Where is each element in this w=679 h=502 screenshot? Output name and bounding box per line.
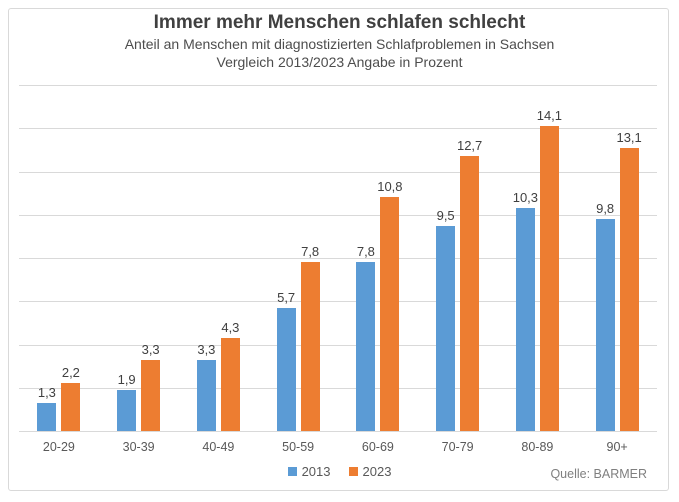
bar-2013-80-89: 10,3 — [513, 190, 538, 431]
x-axis-labels: 20-29 30-39 40-49 50-59 60-69 70-79 80-89 90+ — [19, 440, 657, 454]
legend: 2013 2023 — [0, 464, 679, 479]
chart-subtitle-line1: Anteil an Menschen mit diagnostizierten … — [124, 36, 555, 52]
gridline-y12 — [19, 171, 657, 173]
chart-title: Immer mehr Menschen schlafen schlecht — [153, 12, 526, 33]
legend-label-2023: 2023 — [362, 464, 392, 479]
bar-value-label-2023-80-89: 14,1 — [536, 108, 563, 124]
x-axis-label-40-49: 40-49 — [202, 440, 235, 454]
bar-2013-90+: 9,8 — [595, 201, 615, 431]
bar-value-label-2013-80-89: 10,3 — [512, 190, 539, 206]
gridline-y16 — [19, 85, 657, 86]
gridline-y8 — [19, 258, 657, 259]
x-axis-label-30-39: 30-39 — [122, 440, 155, 454]
bar-value-label-2023-90+: 13,1 — [616, 129, 642, 145]
gridline-y14 — [19, 128, 657, 130]
bar-2023-40-49: 4,3 — [220, 320, 240, 431]
bar-value-label-2013-70-79: 9,5 — [436, 207, 455, 223]
bar-value-label-2023-30-39: 3,3 — [141, 341, 160, 357]
bar-2013-70-79: 9,5 — [436, 208, 456, 431]
x-axis-label-20-29: 20-29 — [42, 440, 75, 454]
bar-2023-30-39: 3,3 — [141, 342, 161, 431]
legend-swatch-2023 — [348, 467, 358, 476]
bar-2013-20-29: 1,3 — [37, 385, 57, 431]
gridline-y4 — [19, 344, 657, 346]
legend-swatch-2013 — [287, 467, 297, 476]
bar-2023-70-79: 12,7 — [457, 138, 482, 431]
source-attribution: Quelle: BARMER — [550, 467, 647, 481]
bar-group-50-59: 5,7 7,8 — [258, 85, 338, 431]
bar-value-label-2013-60-69: 7,8 — [356, 244, 375, 260]
legend-label-2013: 2013 — [301, 464, 331, 479]
gridline-y10 — [19, 214, 657, 216]
legend-item-2023: 2023 — [348, 464, 392, 479]
bar-group-60-69: 7,8 10,8 — [338, 85, 418, 431]
bar-2023-50-59: 7,8 — [300, 244, 320, 431]
bar-group-90+: 9,8 13,1 — [577, 85, 657, 431]
bar-value-label-2023-50-59: 7,8 — [301, 244, 320, 260]
bar-2013-60-69: 7,8 — [356, 244, 376, 431]
bar-2023-60-69: 10,8 — [377, 179, 403, 431]
bar-value-label-2013-30-39: 1,9 — [117, 371, 136, 387]
bar-value-label-2023-70-79: 12,7 — [456, 138, 483, 154]
bar-2023-80-89: 14,1 — [537, 108, 562, 431]
x-axis-label-90+: 90+ — [606, 440, 628, 454]
bar-value-label-2013-90+: 9,8 — [596, 201, 615, 217]
bar-group-70-79: 9,5 12,7 — [418, 85, 498, 431]
gridline-y6 — [19, 301, 657, 303]
x-axis-label-80-89: 80-89 — [521, 440, 554, 454]
bar-value-label-2013-20-29: 1,3 — [37, 384, 56, 400]
bar-group-30-39: 1,9 3,3 — [99, 85, 179, 431]
bar-group-20-29: 1,3 2,2 — [19, 85, 99, 431]
chart-header: Immer mehr Menschen schlafen schlecht An… — [0, 11, 679, 71]
bar-2023-90+: 13,1 — [616, 130, 642, 431]
gridline-y0 — [19, 431, 657, 432]
plot-area: 1,3 2,2 1,9 3,3 3,3 4,3 5,7 7,8 7,8 10,8 9,5 12,7 10… — [19, 85, 657, 432]
gridline-y2 — [19, 387, 657, 389]
bar-value-label-2013-50-59: 5,7 — [277, 289, 296, 305]
bar-group-80-89: 10,3 14,1 — [498, 85, 578, 431]
chart-subtitle-line2: Vergleich 2013/2023 Angabe in Prozent — [216, 54, 463, 70]
x-axis-label-70-79: 70-79 — [441, 440, 474, 454]
bar-value-label-2023-40-49: 4,3 — [221, 320, 240, 336]
bar-2023-20-29: 2,2 — [61, 365, 81, 431]
bar-group-40-49: 3,3 4,3 — [179, 85, 259, 431]
bar-2013-30-39: 1,9 — [117, 372, 137, 431]
bar-value-label-2023-60-69: 10,8 — [377, 179, 403, 195]
bar-value-label-2023-20-29: 2,2 — [61, 365, 80, 381]
x-axis-label-60-69: 60-69 — [361, 440, 394, 454]
x-axis-label-50-59: 50-59 — [282, 440, 315, 454]
bar-groups: 1,3 2,2 1,9 3,3 3,3 4,3 5,7 7,8 7,8 10,8 9,5 12,7 10… — [19, 85, 657, 431]
legend-item-2013: 2013 — [287, 464, 331, 479]
bar-2013-40-49: 3,3 — [196, 342, 216, 431]
bar-2013-50-59: 5,7 — [276, 290, 296, 431]
bar-value-label-2013-40-49: 3,3 — [197, 341, 216, 357]
